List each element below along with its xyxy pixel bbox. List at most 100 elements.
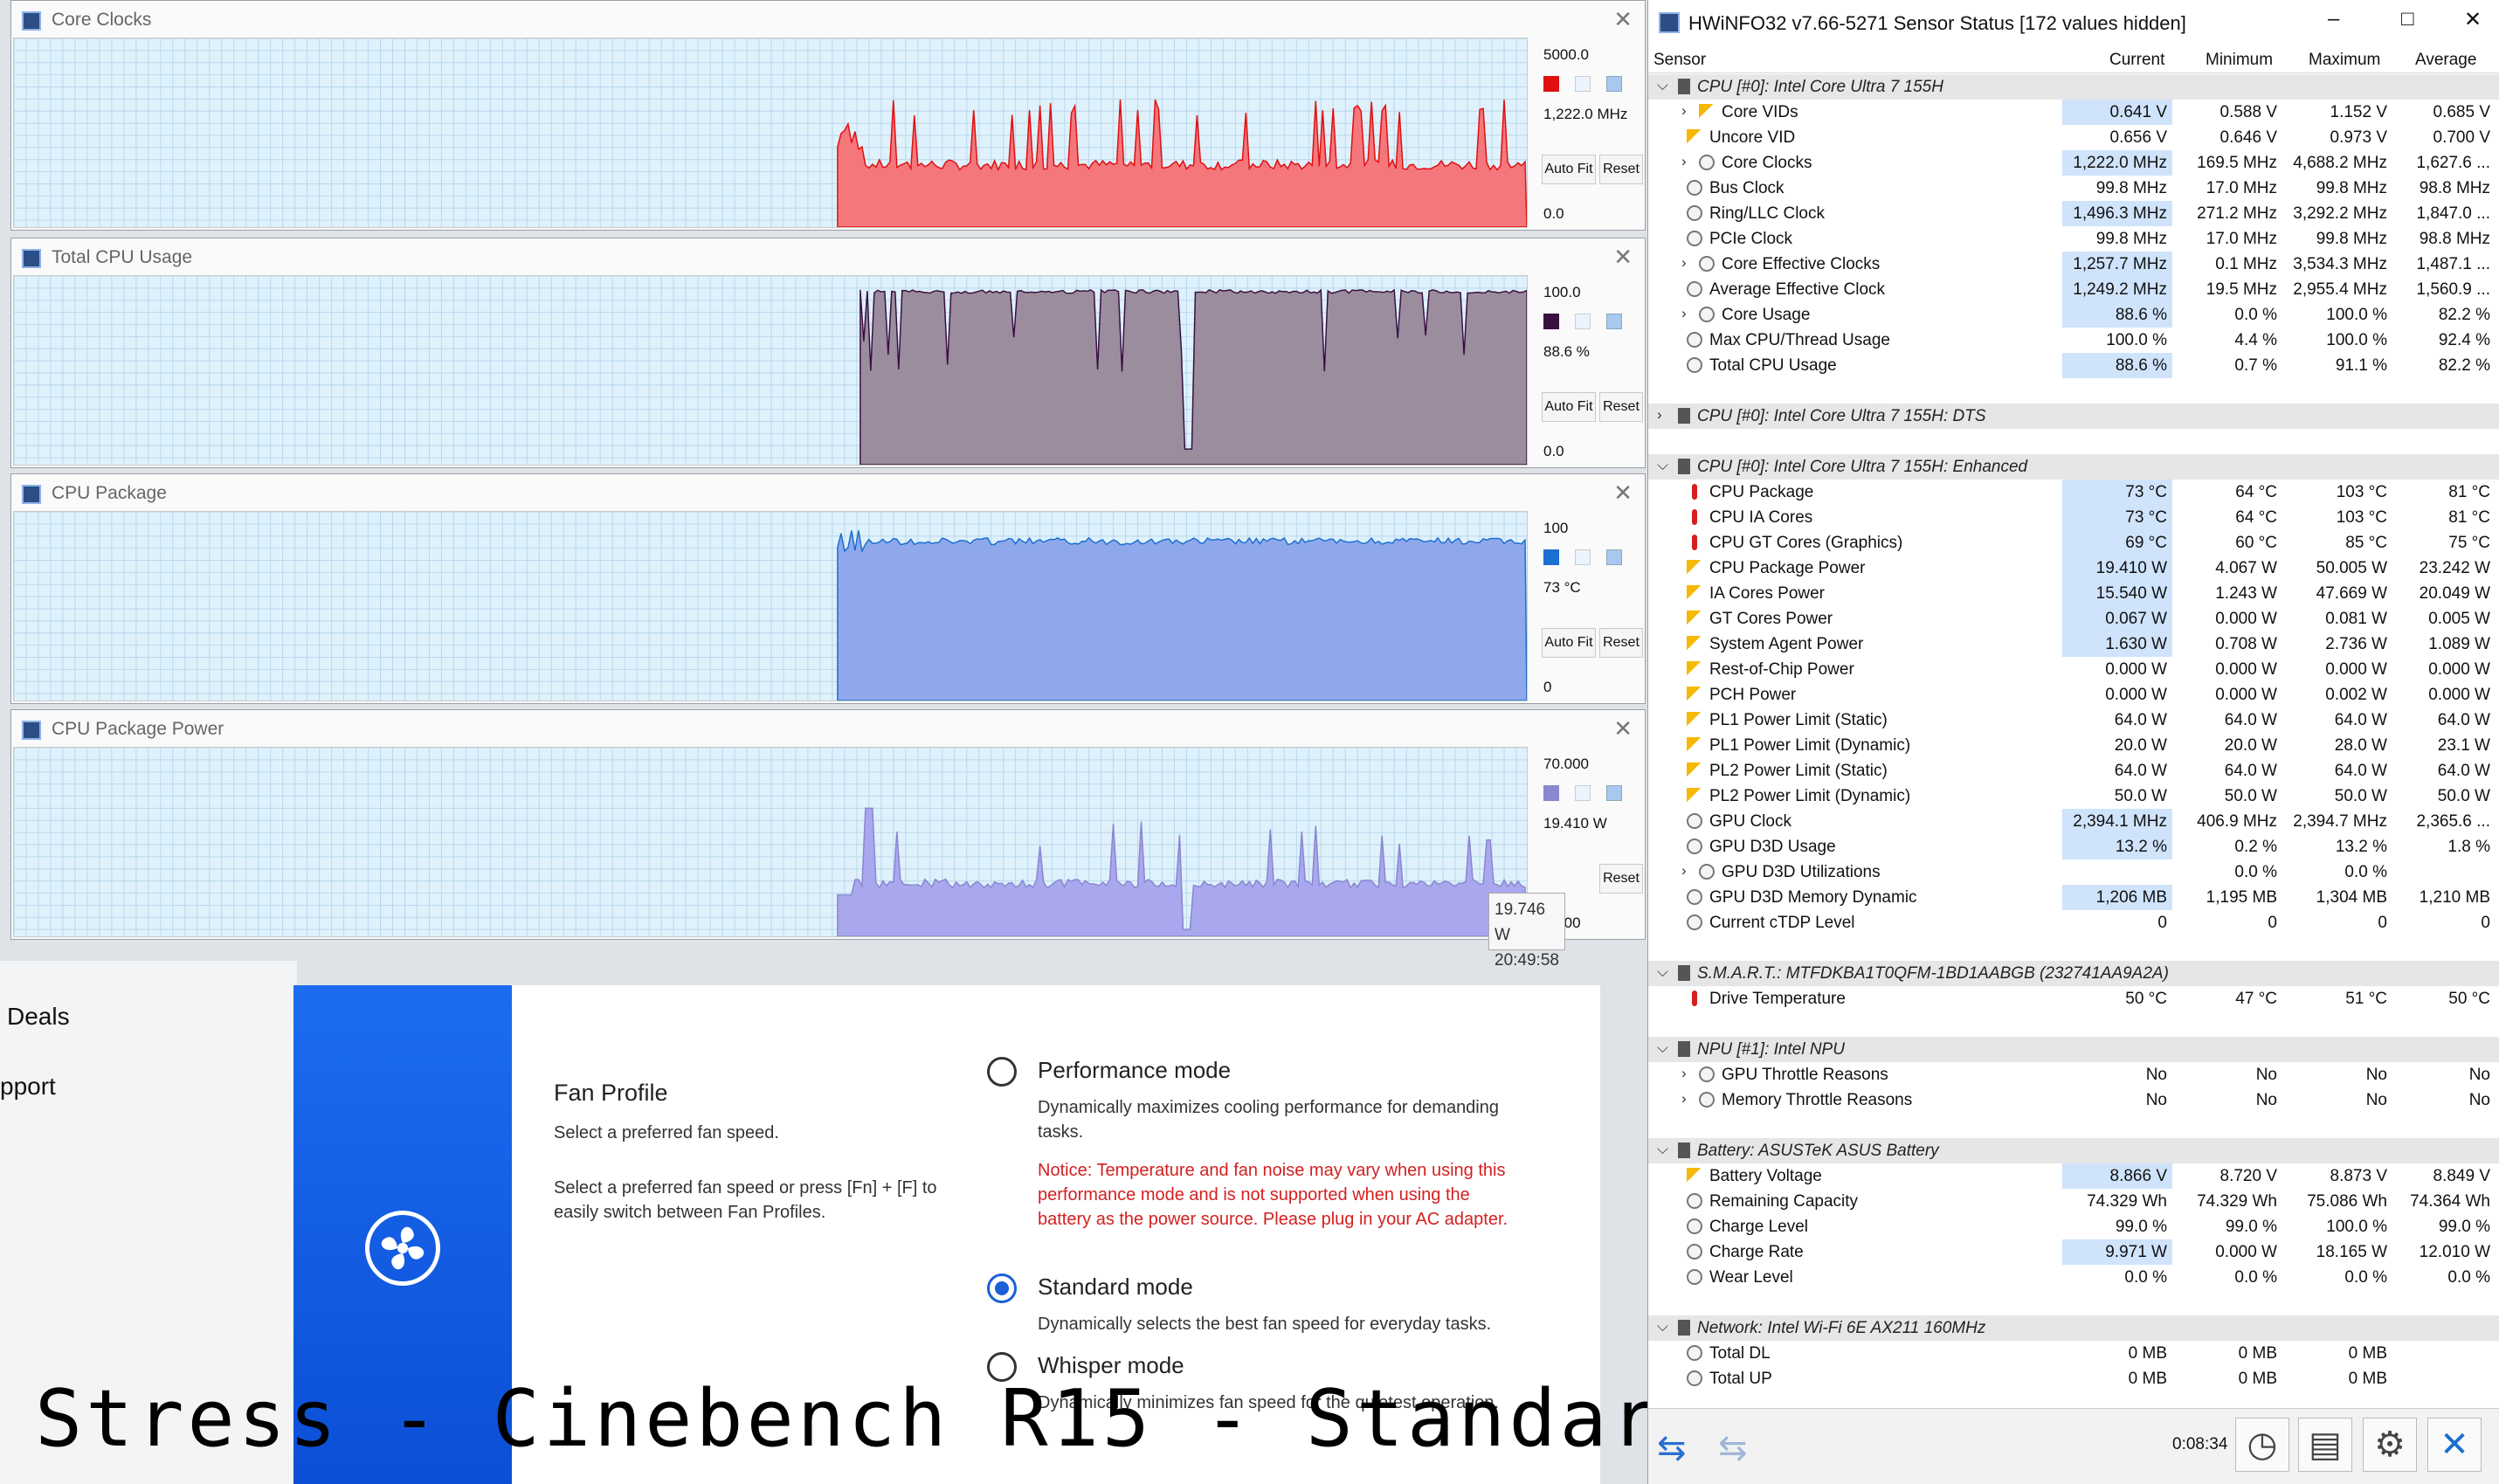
reset-button[interactable]: Reset xyxy=(1599,864,1643,894)
column-minimum[interactable]: Minimum xyxy=(2206,51,2274,69)
graph-titlebar[interactable]: Core Clocks ✕ xyxy=(11,1,1645,38)
close-icon[interactable]: ✕ xyxy=(1613,715,1633,742)
graph-titlebar[interactable]: CPU Package Power ✕ xyxy=(11,710,1645,747)
graph-titlebar[interactable]: CPU Package ✕ xyxy=(11,474,1645,511)
nav-forward-icon[interactable]: ⇆ xyxy=(1718,1429,1748,1467)
sensor-row[interactable]: CPU Package 73 °C 64 °C 103 °C 81 °C xyxy=(1648,480,2499,505)
sensor-row[interactable]: GPU Clock 2,394.1 MHz 406.9 MHz 2,394.7 MHz… xyxy=(1648,809,2499,834)
graph-color-swatch[interactable] xyxy=(1543,314,1559,329)
close-icon[interactable]: ✕ xyxy=(1613,480,1633,506)
sensor-row[interactable]: › GPU D3D Utilizations 0.0 % 0.0 % xyxy=(1648,859,2499,885)
graph-color-swatch[interactable] xyxy=(1543,76,1559,92)
reset-button[interactable]: Reset xyxy=(1599,628,1643,658)
sensor-row[interactable]: GT Cores Power 0.067 W 0.000 W 0.081 W 0.005… xyxy=(1648,606,2499,632)
close-icon[interactable]: ✕ xyxy=(1613,244,1633,270)
sensor-group-row[interactable]: › CPU [#0]: Intel Core Ultra 7 155H: DTS xyxy=(1648,404,2499,429)
expand-icon[interactable]: › xyxy=(1681,153,1687,169)
performance-mode-radio[interactable] xyxy=(987,1057,1017,1087)
report-icon[interactable]: ▤ xyxy=(2298,1418,2352,1472)
reset-button[interactable]: Reset xyxy=(1599,392,1643,422)
expand-icon[interactable]: › xyxy=(1681,305,1687,321)
sensor-row[interactable]: PL2 Power Limit (Static) 64.0 W 64.0 W 64.0… xyxy=(1648,758,2499,783)
sensor-row[interactable]: › Core Usage 88.6 % 0.0 % 100.0 % 82.2 % xyxy=(1648,302,2499,328)
sensor-group-row[interactable]: ⌵ Battery: ASUSTeK ASUS Battery xyxy=(1648,1138,2499,1163)
sensor-row[interactable]: CPU GT Cores (Graphics) 69 °C 60 °C 85 °C 75… xyxy=(1648,530,2499,556)
expand-icon[interactable]: › xyxy=(1681,1065,1687,1081)
sensor-row[interactable]: › Memory Throttle Reasons No No No No xyxy=(1648,1087,2499,1113)
expand-icon[interactable]: › xyxy=(1657,406,1662,423)
sensor-row[interactable]: Rest-of-Chip Power 0.000 W 0.000 W 0.000 W 0… xyxy=(1648,657,2499,682)
sensor-row[interactable]: Wear Level 0.0 % 0.0 % 0.0 % 0.0 % xyxy=(1648,1265,2499,1290)
expand-icon[interactable]: › xyxy=(1681,862,1687,879)
sensor-row[interactable]: › Core Clocks 1,222.0 MHz 169.5 MHz 4,688.2 … xyxy=(1648,150,2499,176)
sensor-row[interactable]: Charge Rate 9.971 W 0.000 W 18.165 W 12.010 … xyxy=(1648,1239,2499,1265)
sensor-row[interactable]: Bus Clock 99.8 MHz 17.0 MHz 99.8 MHz 98.8 MH… xyxy=(1648,176,2499,201)
sensor-row[interactable]: Max CPU/Thread Usage 100.0 % 4.4 % 100.0 % 9… xyxy=(1648,328,2499,353)
sensor-row[interactable]: PCIe Clock 99.8 MHz 17.0 MHz 99.8 MHz 98.8 M… xyxy=(1648,226,2499,252)
graph-bg-swatch[interactable] xyxy=(1575,76,1591,92)
graph-grid-swatch[interactable] xyxy=(1606,785,1622,801)
graph-bg-swatch[interactable] xyxy=(1575,785,1591,801)
sensor-row[interactable]: Uncore VID 0.656 V 0.646 V 0.973 V 0.700 V xyxy=(1648,125,2499,150)
column-maximum[interactable]: Maximum xyxy=(2309,51,2381,69)
sensor-group-row[interactable]: ⌵ CPU [#0]: Intel Core Ultra 7 155H: Enha… xyxy=(1648,454,2499,480)
graph-bg-swatch[interactable] xyxy=(1575,314,1591,329)
sensor-row[interactable]: Battery Voltage 8.866 V 8.720 V 8.873 V 8.84… xyxy=(1648,1163,2499,1189)
sensor-row[interactable]: Total CPU Usage 88.6 % 0.7 % 91.1 % 82.2 % xyxy=(1648,353,2499,378)
standard-mode-radio[interactable] xyxy=(987,1273,1017,1303)
hwinfo-titlebar[interactable]: HWiNFO32 v7.66-5271 Sensor Status [172 v… xyxy=(1648,0,2499,47)
sensor-group-row[interactable]: ⌵ Network: Intel Wi-Fi 6E AX211 160MHz xyxy=(1648,1315,2499,1341)
sensor-group-row[interactable]: ⌵ NPU [#1]: Intel NPU xyxy=(1648,1037,2499,1062)
graph-color-swatch[interactable] xyxy=(1543,549,1559,565)
sensor-row[interactable]: PCH Power 0.000 W 0.000 W 0.002 W 0.000 W xyxy=(1648,682,2499,707)
auto-fit-button[interactable]: Auto Fit xyxy=(1542,155,1596,184)
auto-fit-button[interactable]: Auto Fit xyxy=(1542,628,1596,658)
sensor-row[interactable]: PL1 Power Limit (Static) 64.0 W 64.0 W 64.0… xyxy=(1648,707,2499,733)
sensor-row[interactable]: GPU D3D Usage 13.2 % 0.2 % 13.2 % 1.8 % xyxy=(1648,834,2499,859)
column-sensor[interactable]: Sensor xyxy=(1653,51,1707,69)
sensor-row[interactable]: PL2 Power Limit (Dynamic) 50.0 W 50.0 W 50.… xyxy=(1648,783,2499,809)
expand-icon[interactable]: ⌵ xyxy=(1657,457,1668,473)
expand-icon[interactable]: › xyxy=(1681,254,1687,271)
minimize-button[interactable]: – xyxy=(2328,7,2340,31)
expand-icon[interactable]: ⌵ xyxy=(1657,1039,1668,1056)
sensor-row[interactable]: › GPU Throttle Reasons No No No No xyxy=(1648,1062,2499,1087)
sensor-group-row[interactable]: ⌵ CPU [#0]: Intel Core Ultra 7 155H xyxy=(1648,74,2499,100)
close-icon[interactable]: ✕ xyxy=(1613,6,1633,32)
clock-icon[interactable]: ◷ xyxy=(2235,1418,2289,1472)
sensor-row[interactable]: Total DL 0 MB 0 MB 0 MB xyxy=(1648,1341,2499,1366)
sensor-row[interactable]: Drive Temperature 50 °C 47 °C 51 °C 50 °C xyxy=(1648,986,2499,1011)
reset-button[interactable]: Reset xyxy=(1599,155,1643,184)
sensor-row[interactable]: Charge Level 99.0 % 99.0 % 100.0 % 99.0 % xyxy=(1648,1214,2499,1239)
sensor-row[interactable]: PL1 Power Limit (Dynamic) 20.0 W 20.0 W 28.… xyxy=(1648,733,2499,758)
close-icon[interactable]: ✕ xyxy=(2427,1418,2482,1472)
expand-icon[interactable]: ⌵ xyxy=(1657,963,1668,980)
sensor-row[interactable]: Remaining Capacity 74.329 Wh 74.329 Wh 75.0… xyxy=(1648,1189,2499,1214)
expand-icon[interactable]: › xyxy=(1681,102,1687,119)
sensor-row[interactable]: Average Effective Clock 1,249.2 MHz 19.5 M… xyxy=(1648,277,2499,302)
sensor-row[interactable]: CPU IA Cores 73 °C 64 °C 103 °C 81 °C xyxy=(1648,505,2499,530)
expand-icon[interactable]: ⌵ xyxy=(1657,77,1668,93)
graph-grid-swatch[interactable] xyxy=(1606,314,1622,329)
close-button[interactable]: ✕ xyxy=(2464,8,2482,31)
expand-icon[interactable]: ⌵ xyxy=(1657,1141,1668,1157)
maximize-button[interactable]: □ xyxy=(2401,7,2414,31)
sensor-row[interactable]: IA Cores Power 15.540 W 1.243 W 47.669 W 20.… xyxy=(1648,581,2499,606)
nav-left-right-icon[interactable]: ⇆ xyxy=(1657,1429,1687,1467)
graph-titlebar[interactable]: Total CPU Usage ✕ xyxy=(11,238,1645,275)
auto-fit-button[interactable]: Auto Fit xyxy=(1542,392,1596,422)
sensor-row[interactable]: Total UP 0 MB 0 MB 0 MB xyxy=(1648,1366,2499,1391)
sensor-row[interactable]: CPU Package Power 19.410 W 4.067 W 50.005 W… xyxy=(1648,556,2499,581)
graph-color-swatch[interactable] xyxy=(1543,785,1559,801)
sensor-row[interactable]: › Core Effective Clocks 1,257.7 MHz 0.1 MHz… xyxy=(1648,252,2499,277)
expand-icon[interactable]: › xyxy=(1681,1090,1687,1107)
sidebar-item-deals[interactable]: Deals xyxy=(7,1003,70,1030)
whisper-mode-radio[interactable] xyxy=(987,1352,1017,1382)
column-current[interactable]: Current xyxy=(2109,51,2165,69)
sensor-row[interactable]: System Agent Power 1.630 W 0.708 W 2.736 W 1… xyxy=(1648,632,2499,657)
graph-grid-swatch[interactable] xyxy=(1606,549,1622,565)
sensor-row[interactable]: GPU D3D Memory Dynamic 1,206 MB 1,195 MB 1,… xyxy=(1648,885,2499,910)
expand-icon[interactable]: ⌵ xyxy=(1657,1318,1668,1335)
sensor-row[interactable]: Ring/LLC Clock 1,496.3 MHz 271.2 MHz 3,292.… xyxy=(1648,201,2499,226)
sensor-row[interactable]: Current cTDP Level 0 0 0 0 xyxy=(1648,910,2499,935)
